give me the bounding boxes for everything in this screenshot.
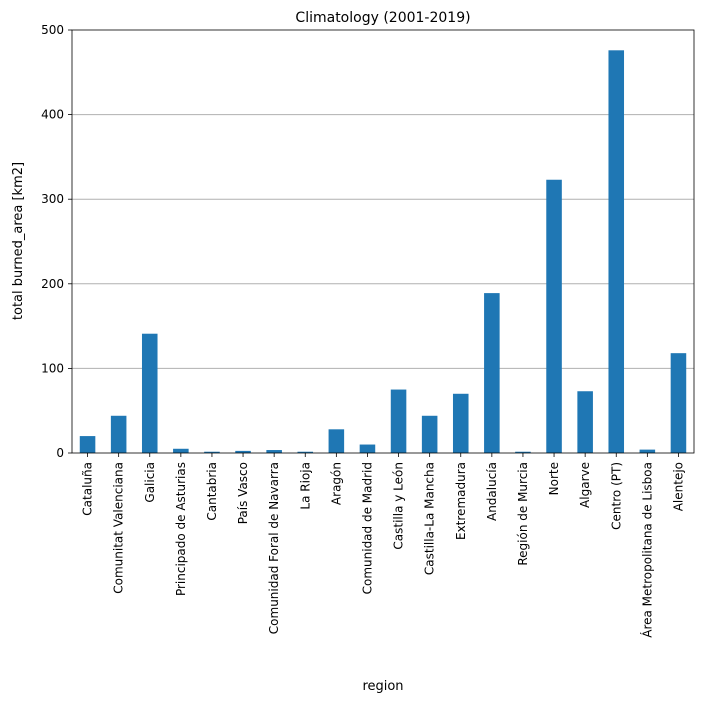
bar (204, 451, 220, 453)
bar (266, 450, 282, 453)
y-tick-label: 100 (41, 361, 64, 375)
x-axis-title: region (362, 679, 403, 694)
plot-frame (71, 29, 695, 454)
x-tick-label: Comunidad Foral de Navarra (267, 462, 281, 634)
y-tick-label: 0 (56, 446, 64, 460)
y-tick-label: 500 (41, 23, 64, 37)
x-tick-label: Extremadura (454, 462, 468, 540)
y-axis: 0 100 200 300 400 500 (41, 23, 72, 460)
bar (390, 389, 407, 453)
bar (110, 415, 127, 453)
bar (639, 449, 656, 453)
bar (577, 391, 593, 453)
gridlines (72, 114, 694, 369)
x-tick-label: Cantabria (205, 462, 219, 521)
x-tick-label: La Rioja (298, 462, 312, 510)
bar (328, 429, 345, 453)
x-tick-label: Algarve (578, 462, 592, 508)
chart-title: Climatology (2001-2019) (295, 10, 470, 26)
bars (79, 50, 687, 453)
x-tick-label: Galicia (143, 462, 157, 503)
bar (670, 353, 687, 453)
x-tick-label: Cataluña (81, 462, 95, 516)
y-axis-title: total burned_area [km2] (11, 162, 26, 320)
x-tick-label: Aragón (329, 462, 343, 505)
x-axis: Cataluña Comunitat Valenciana Galicia Princ… (81, 453, 685, 638)
x-tick-label: Castilla y León (392, 462, 406, 550)
x-tick-label: Andalucía (485, 462, 499, 521)
bar (79, 436, 96, 453)
x-tick-label: Centro (PT) (609, 462, 623, 530)
bar (359, 444, 376, 453)
x-tick-label: Comunitat Valenciana (112, 462, 126, 594)
bar (546, 179, 562, 453)
y-tick-label: 200 (41, 277, 64, 291)
x-tick-label: País Vasco (236, 462, 250, 524)
x-tick-label: Castilla-La Mancha (423, 462, 437, 575)
bar (235, 450, 251, 453)
x-tick-label: Alentejo (671, 462, 685, 511)
bar (484, 293, 500, 453)
x-tick-label: Región de Murcia (516, 462, 530, 566)
x-tick-label: Norte (547, 462, 561, 495)
bar (515, 451, 531, 453)
bar (173, 448, 189, 453)
bar (608, 50, 625, 453)
x-tick-label: Área Metropolitana de Lisboa (639, 462, 654, 638)
y-tick-label: 400 (41, 108, 64, 122)
bar (421, 415, 438, 453)
bar (141, 333, 158, 453)
bar (452, 393, 469, 453)
y-tick-label: 300 (41, 192, 64, 206)
x-tick-label: Comunidad de Madrid (360, 462, 374, 594)
bar (297, 451, 314, 453)
x-tick-label: Principado de Asturias (174, 462, 188, 596)
